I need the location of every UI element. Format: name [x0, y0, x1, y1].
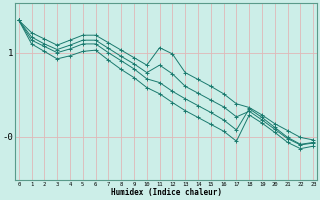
X-axis label: Humidex (Indice chaleur): Humidex (Indice chaleur) [110, 188, 221, 197]
